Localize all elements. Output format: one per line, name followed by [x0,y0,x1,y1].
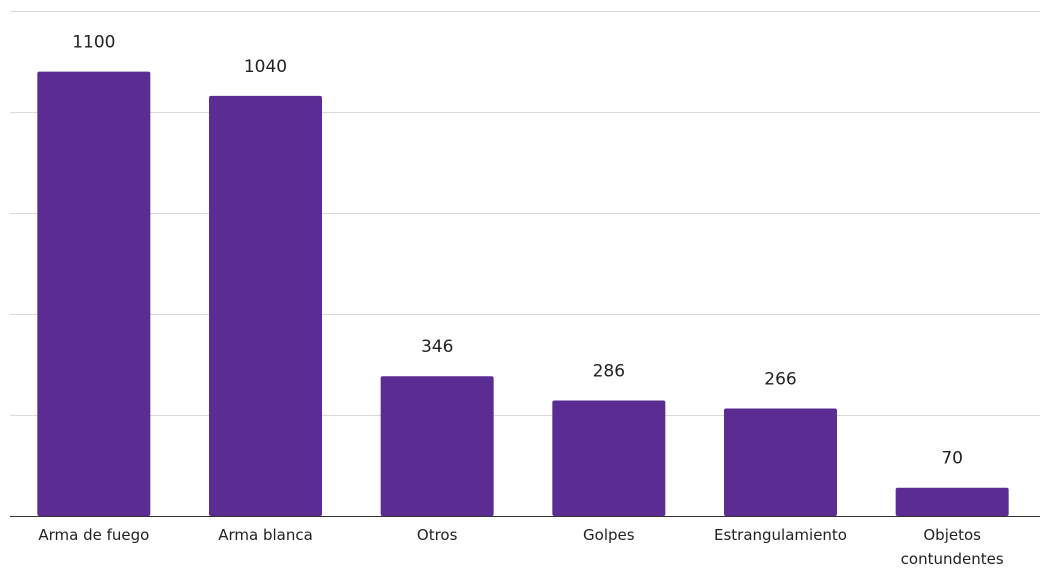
data-label: 266 [764,370,796,390]
x-axis-tick-labels: Arma de fuego Arma blanca Otros Golpes Estra… [38,526,1004,568]
bar [552,400,666,516]
bar [895,487,1009,516]
x-tick-label: Arma de fuego [38,526,149,544]
data-label: 286 [593,361,625,381]
bar [209,95,322,516]
value-labels: 1100 1040 346 286 266 70 [72,33,963,469]
bar [380,376,494,516]
x-tick-label: Golpes [583,526,635,544]
gridlines [10,11,1040,416]
x-tick-label: Estrangulamiento [714,526,847,544]
x-tick-label: Otros [417,526,458,544]
bar [37,71,151,516]
x-tick-label: Arma blanca [218,526,313,544]
x-tick-label: Objetos contundentes [901,526,1004,568]
data-label: 1100 [72,33,115,53]
data-label: 70 [941,449,963,469]
bars [37,71,1009,516]
data-label: 346 [421,337,453,357]
bar [724,408,837,516]
data-label: 1040 [244,57,287,77]
